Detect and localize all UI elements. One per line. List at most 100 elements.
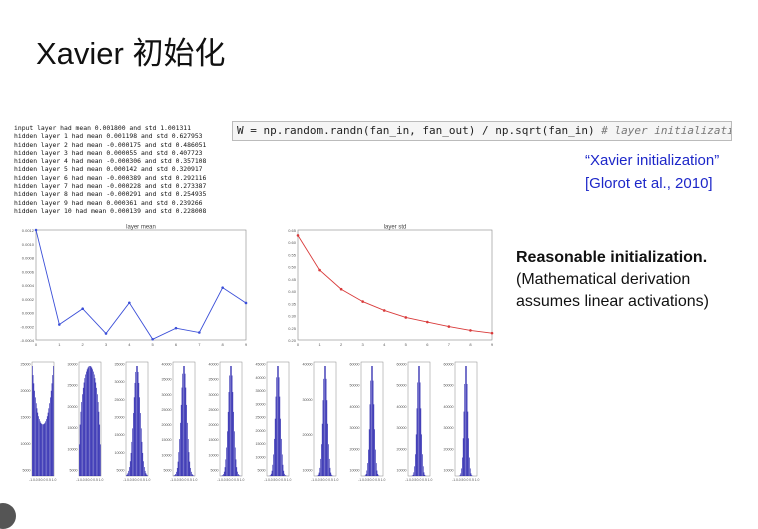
histogram-bar (371, 366, 372, 476)
histogram-bar (181, 405, 182, 476)
histogram-bar (96, 383, 97, 476)
histogram-y-tick: 25000 (115, 398, 125, 402)
histogram-bar (52, 383, 53, 476)
code-main: W = np.random.randn(fan_in, fan_out) / n… (237, 124, 595, 137)
histogram-bar (273, 465, 274, 476)
histogram-bar (226, 459, 227, 476)
data-point (175, 327, 178, 330)
histogram-bar (270, 475, 271, 476)
histogram-bar (284, 471, 285, 476)
histogram-bar (280, 397, 281, 476)
y-tick-label: 0.0008 (22, 256, 35, 261)
histogram-bar (366, 474, 367, 476)
histogram-bar (175, 474, 176, 476)
histogram-y-tick: 40000 (256, 376, 266, 380)
histogram-bar (47, 416, 48, 476)
histogram-bar (94, 375, 95, 476)
histogram-bar (182, 388, 183, 476)
histogram-y-tick: 50000 (444, 384, 454, 388)
histogram-bar (272, 471, 273, 476)
histogram-y-tick: 20000 (350, 447, 360, 451)
citation-title: “Xavier initialization” (585, 152, 719, 169)
histogram-bar (321, 444, 322, 476)
histogram-bar (93, 372, 94, 476)
x-tick-label: 6 (175, 342, 178, 347)
histogram-bar (365, 475, 366, 476)
histogram-bar (331, 473, 332, 476)
histogram-bar (183, 366, 184, 476)
histogram-bar (233, 412, 234, 476)
histogram-y-tick: 20000 (303, 433, 313, 437)
data-point (128, 301, 131, 304)
histogram-bar (138, 372, 139, 476)
histogram-y-tick: 20000 (68, 405, 78, 409)
histogram-bar (280, 419, 281, 476)
histogram-bar (463, 438, 464, 476)
y-tick-label: 0.20 (288, 338, 297, 343)
histogram-y-tick: 30000 (303, 398, 313, 402)
histogram-bar (143, 461, 144, 476)
histogram-bar (414, 472, 415, 476)
stats-line: input layer had mean 0.001800 and std 1.… (14, 124, 206, 132)
histogram-x-tick: 0.0 (276, 478, 281, 482)
x-tick-label: 5 (152, 342, 155, 347)
stats-line: hidden layer 7 had mean -0.000228 and st… (14, 182, 206, 190)
x-tick-label: 4 (383, 342, 386, 347)
histogram-bar (369, 429, 370, 476)
histogram-bar (416, 434, 417, 476)
histogram-bar (367, 471, 368, 476)
histogram-bar (38, 416, 39, 476)
histogram-x-tick: 0.0 (41, 478, 46, 482)
histogram-bar (39, 419, 40, 476)
histogram-bar (139, 383, 140, 476)
histogram-bar (131, 453, 132, 476)
histogram-bar (328, 444, 329, 476)
histogram-panel: 4500040000350003000025000200001500010000… (256, 362, 292, 482)
histogram-bar (99, 412, 100, 476)
histogram-bar (49, 403, 50, 476)
histogram-bar (193, 475, 194, 476)
histogram-x-tick: 0.5 (469, 478, 474, 482)
histogram-bar (186, 405, 187, 476)
data-point (426, 321, 429, 324)
histogram-bar (279, 377, 280, 476)
data-point (340, 288, 343, 291)
histogram-bar (42, 424, 43, 476)
y-tick-label: -0.0004 (20, 338, 34, 343)
histogram-bar (34, 391, 35, 476)
histogram-bar (189, 452, 190, 476)
histogram-bar (184, 366, 185, 476)
histogram-bar (190, 468, 191, 476)
histogram-bar (229, 392, 230, 476)
histogram-bar (95, 378, 96, 476)
y-tick-label: 0.0012 (22, 228, 35, 233)
histogram-bar (175, 475, 176, 476)
data-point (361, 300, 364, 303)
histogram-bar (417, 382, 418, 476)
histogram-bar (144, 467, 145, 476)
histogram-bar (129, 467, 130, 476)
histogram-x-tick: 1.0 (428, 478, 433, 482)
histogram-bar (80, 425, 81, 476)
histogram-bar (136, 366, 137, 476)
histogram-bar (318, 475, 319, 476)
data-point (58, 323, 61, 326)
histogram-bar (142, 442, 143, 476)
histogram-bar (462, 458, 463, 476)
histogram-bar (414, 466, 415, 476)
histogram-y-tick: 35000 (115, 363, 125, 367)
x-tick-label: 0 (35, 342, 38, 347)
histogram-bar (132, 442, 133, 476)
histogram-y-tick: 10000 (115, 451, 125, 455)
histogram-y-tick: 30000 (444, 426, 454, 430)
histogram-x-tick: -0.5 (270, 478, 276, 482)
histogram-bar (368, 450, 369, 476)
histogram-x-tick: -0.5 (35, 478, 41, 482)
histogram-bar (421, 434, 422, 476)
histogram-x-tick: 0.0 (182, 478, 187, 482)
citation-reference: [Glorot et al., 2010] (585, 175, 713, 192)
histogram-bar (188, 439, 189, 476)
histogram-bar (49, 408, 50, 476)
